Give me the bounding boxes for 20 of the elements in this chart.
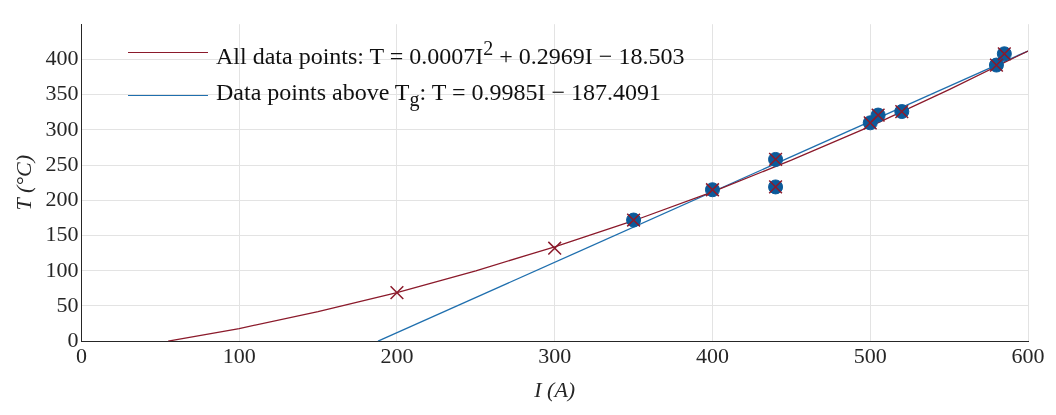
x-axis-title: I (A): [533, 376, 576, 402]
point: [547, 241, 562, 256]
y-tick-label: 250: [45, 150, 79, 176]
y-tick-label: 400: [45, 45, 79, 71]
y-tick-label: 50: [56, 291, 79, 317]
legend-label: All data points: T = 0.0007I$^{2}$ + 0.2969I − 18.503: [216, 36, 685, 71]
point: [389, 285, 405, 300]
x-tick-label: 100: [222, 343, 256, 369]
legend-label: Data points above T$_{g}$: T = 0.9985I − 187.4091: [216, 78, 662, 113]
y-tick-label: 150: [45, 221, 79, 247]
x-tick-label: 500: [853, 343, 887, 369]
y-tick-label: 300: [45, 115, 79, 141]
y-tick-label: 100: [45, 256, 79, 282]
x-tick-label: 200: [380, 343, 414, 369]
x-tick-label: 300: [538, 343, 572, 369]
y-tick-label: 200: [45, 186, 79, 212]
y-axis-title: T (°C): [10, 154, 36, 211]
x-tick-label: 400: [695, 343, 729, 369]
y-tick-label: 350: [45, 80, 79, 106]
x-tick-label: 600: [1011, 343, 1045, 369]
